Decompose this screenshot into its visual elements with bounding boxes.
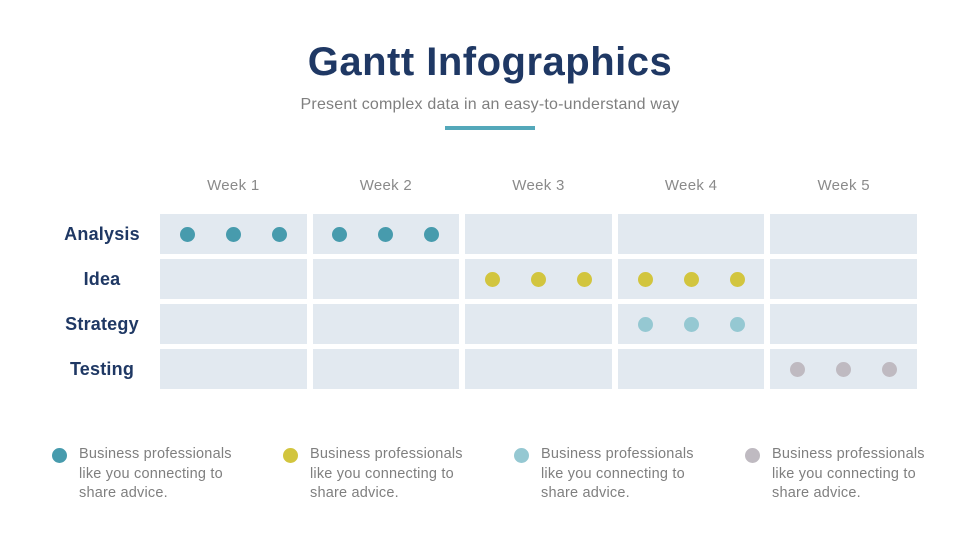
task-dot [225,226,241,242]
task-dot [424,226,440,242]
gantt-cell [770,214,917,254]
gantt-cell [770,259,917,299]
gantt-cell [770,304,917,344]
gantt-cell [770,349,917,389]
task-dot [790,361,806,377]
row-label: Testing [69,358,135,379]
row-label: Analysis [64,223,140,244]
row-label: Idea [83,268,121,289]
gantt-cell [465,259,612,299]
legend-text: Business professionals like you connecti… [310,446,463,501]
gantt-cell [617,349,765,389]
task-dot [683,316,699,332]
row-cells [160,349,917,389]
task-dot [271,226,287,242]
gantt-cell [312,349,460,389]
legend-dot-icon [745,448,760,463]
task-dot [576,271,592,287]
gantt-cell [617,214,765,254]
gantt-row: Analysis [0,214,980,254]
gantt-cell [160,259,307,299]
gantt-cell [160,214,307,254]
week-header-row: Week 1 Week 2 Week 3 Week 4 Week 5 [160,177,917,197]
week-label: Week 2 [359,177,413,194]
week-label: Week 5 [817,177,870,194]
legend-text: Business professionals like you connecti… [79,446,232,501]
gantt-cell [617,259,765,299]
title-accent-underline [445,126,535,130]
gantt-cell [465,349,612,389]
task-dot [836,361,852,377]
gantt-chart: Week 1 Week 2 Week 3 Week 4 Week 5 Analysis I… [0,177,980,394]
task-dot [729,271,745,287]
gantt-row: Testing [0,349,980,389]
week-label: Week 4 [664,177,718,194]
page-subtitle: Present complex data in an easy-to-under… [300,96,680,113]
task-dot [530,271,546,287]
row-label: Strategy [65,313,139,334]
task-dot [882,361,898,377]
legend-item: Business professionals like you connecti… [52,445,242,504]
gantt-cell [312,259,460,299]
row-cells [160,214,917,254]
gantt-cell [312,304,460,344]
task-dot [637,271,653,287]
gantt-cell [465,304,612,344]
task-dot [179,226,195,242]
page-title: Gantt Infographics [307,40,673,84]
row-cells [160,259,917,299]
task-dot [332,226,348,242]
legend-item: Business professionals like you connecti… [283,445,473,504]
legend-item: Business professionals like you connecti… [745,445,935,504]
gantt-cell [312,214,460,254]
legend-dot-icon [52,448,67,463]
gantt-row: Strategy [0,304,980,344]
task-dot [637,316,653,332]
legend: Business professionals like you connecti… [52,445,935,504]
legend-item: Business professionals like you connecti… [514,445,704,504]
task-dot [484,271,500,287]
task-dot [378,226,394,242]
gantt-row: Idea [0,259,980,299]
gantt-cell [465,214,612,254]
legend-dot-icon [283,448,298,463]
row-cells [160,304,917,344]
slide-header: Gantt Infographics Present complex data … [0,40,980,130]
task-dot [729,316,745,332]
task-dot [683,271,699,287]
gantt-grid: Analysis Idea Strategy Testing [0,214,980,389]
gantt-cell [617,304,765,344]
week-label: Week 1 [207,177,260,194]
legend-dot-icon [514,448,529,463]
gantt-cell [160,349,307,389]
legend-text: Business professionals like you connecti… [772,446,925,501]
gantt-cell [160,304,307,344]
legend-text: Business professionals like you connecti… [541,446,694,501]
week-label: Week 3 [512,177,565,194]
